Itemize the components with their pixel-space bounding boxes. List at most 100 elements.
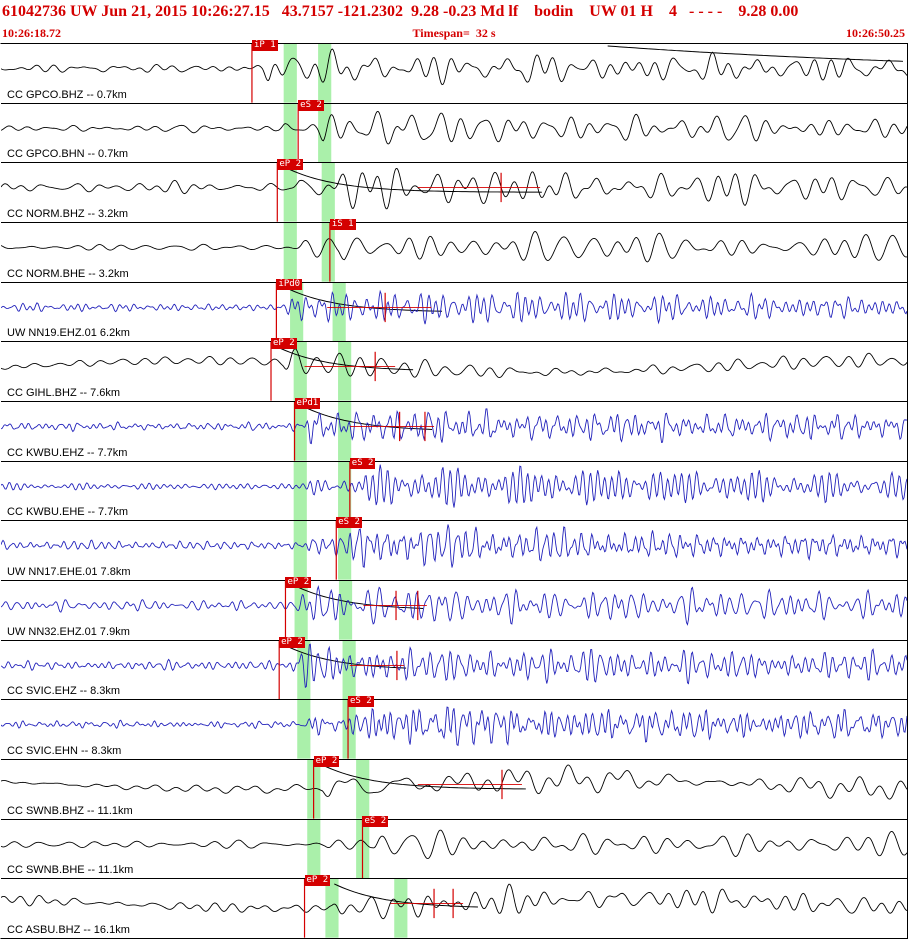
trace-row[interactable]: eP 2 CC GIHL.BHZ -- 7.6km — [1, 338, 907, 403]
pick-flag[interactable]: eP 2 — [279, 636, 305, 648]
station-label: CC ASBU.BHZ -- 16.1km — [7, 924, 130, 937]
station-label: CC KWBU.EHE -- 7.7km — [7, 506, 129, 519]
pick-flag[interactable]: eS 2 — [347, 696, 374, 708]
waveform-canvas[interactable] — [1, 879, 907, 939]
station-label: CC NORM.BHE -- 3.2km — [7, 267, 129, 280]
pick-flag[interactable]: eP 2 — [285, 577, 312, 589]
trace-row[interactable]: ePd1 CC KWBU.EHZ -- 7.7km — [1, 398, 907, 462]
phase-window-band — [283, 223, 297, 282]
window-end-time: 10:26:50.25 — [846, 26, 905, 40]
phase-window-band — [293, 402, 307, 461]
trace-row[interactable]: eP 2 CC SVIC.EHZ -- 8.3km — [1, 636, 907, 701]
coda-decay-curve — [322, 764, 526, 790]
trace-row[interactable]: eS 2 CC GPCO.BHN -- 0.7km — [1, 99, 907, 164]
coda-decay-curve — [607, 45, 904, 62]
phase-window-band — [321, 223, 335, 282]
phase-window-band — [318, 44, 332, 103]
waveform-canvas[interactable] — [1, 342, 907, 402]
trace-row[interactable]: eP 2 CC ASBU.BHZ -- 16.1km — [1, 875, 907, 939]
timespan-label: Timespan= 32 s — [412, 26, 496, 40]
event-header: 61042736 UW Jun 21, 2015 10:26:27.15 43.… — [0, 0, 908, 43]
waveform-canvas[interactable] — [1, 461, 907, 521]
waveform-canvas[interactable] — [1, 282, 907, 342]
seismogram-trace — [1, 48, 907, 86]
phase-window-band — [293, 521, 307, 581]
coda-decay-curve — [334, 883, 478, 908]
station-label: CC SWNB.BHE -- 11.1km — [7, 864, 134, 877]
pick-flag[interactable]: iP 1 — [251, 40, 278, 51]
seismogram-trace — [1, 408, 907, 445]
seismogram-trace — [1, 231, 907, 263]
trace-row[interactable]: iS 1 CC NORM.BHE -- 3.2km — [1, 219, 907, 283]
phase-window-band — [338, 461, 352, 521]
phase-window-band — [325, 879, 339, 939]
phase-window-band — [293, 342, 307, 402]
waveform-canvas[interactable] — [1, 521, 907, 581]
waveform-canvas[interactable] — [1, 700, 907, 760]
trace-row[interactable]: eP 2 CC SWNB.BHZ -- 11.1km — [1, 756, 907, 820]
waveform-canvas[interactable] — [1, 223, 907, 282]
phase-window-band — [307, 819, 321, 879]
phase-window-band — [294, 581, 308, 640]
phase-window-band — [338, 342, 352, 402]
pick-flag[interactable]: iS 1 — [329, 219, 356, 231]
pick-flag[interactable]: eP 2 — [304, 875, 331, 887]
phase-window-band — [290, 282, 304, 342]
pick-flag[interactable]: iPd0 — [276, 278, 303, 290]
station-label: CC SVIC.EHN -- 8.3km — [7, 745, 122, 758]
pick-flag[interactable]: eP 2 — [313, 756, 340, 768]
seismogram-trace — [1, 110, 907, 145]
time-axis-row: 10:26:18.72 Timespan= 32 s 10:26:50.25 — [0, 24, 908, 43]
coda-decay-curve — [286, 167, 542, 194]
station-label: CC NORM.BHZ -- 3.2km — [7, 208, 128, 221]
seismogram-trace — [1, 884, 907, 920]
seismogram-trace — [1, 829, 907, 859]
waveform-canvas[interactable] — [1, 402, 907, 461]
trace-row[interactable]: eS 2 UW NN17.EHE.01 7.8km — [1, 517, 907, 582]
waveform-canvas[interactable] — [1, 103, 907, 163]
trace-row[interactable]: eS 2 CC SWNB.BHE -- 11.1km — [1, 815, 907, 880]
phase-window-band — [321, 163, 335, 223]
seismogram-trace — [1, 706, 907, 747]
phase-window-band — [283, 103, 297, 163]
trace-row[interactable]: iPd0 UW NN19.EHZ.01 6.2km — [1, 278, 907, 343]
event-summary-line: 61042736 UW Jun 21, 2015 10:26:27.15 43.… — [2, 3, 799, 20]
waveform-canvas[interactable] — [1, 44, 907, 103]
pick-flag[interactable]: eS 2 — [349, 457, 376, 469]
trace-row[interactable]: eS 2 CC SVIC.EHN -- 8.3km — [1, 696, 907, 761]
trace-row[interactable]: eP 2 UW NN32.EHZ.01 7.9km — [1, 577, 907, 641]
pick-flag[interactable]: eS 2 — [362, 815, 389, 827]
pick-flag[interactable]: ePd1 — [294, 398, 321, 410]
pick-flag[interactable]: eS 2 — [336, 517, 362, 529]
phase-window-band — [338, 402, 352, 461]
waveform-canvas[interactable] — [1, 760, 907, 819]
station-label: CC GPCO.BHZ -- 0.7km — [7, 88, 127, 101]
waveform-canvas[interactable] — [1, 819, 907, 879]
phase-window-band — [283, 44, 297, 103]
station-label: CC GPCO.BHN -- 0.7km — [7, 148, 129, 161]
pick-flag[interactable]: eS 2 — [298, 99, 324, 111]
phase-window-band — [332, 282, 346, 342]
pick-flag[interactable]: eP 2 — [270, 338, 297, 350]
trace-row[interactable]: eS 2 CC KWBU.EHE -- 7.7km — [1, 457, 907, 522]
seismogram-trace — [1, 464, 907, 508]
station-label: UW NN32.EHZ.01 7.9km — [7, 625, 130, 638]
station-label: CC SWNB.BHZ -- 11.1km — [7, 804, 133, 817]
phase-window-band — [318, 103, 332, 163]
trace-row[interactable]: iP 1 CC GPCO.BHZ -- 0.7km — [1, 40, 907, 104]
station-label: CC SVIC.EHZ -- 8.3km — [7, 685, 121, 698]
phase-window-band — [293, 461, 307, 521]
window-start-time: 10:26:18.72 — [2, 26, 61, 40]
station-label: UW NN19.EHZ.01 6.2km — [7, 327, 130, 340]
waveform-canvas[interactable] — [1, 640, 907, 700]
phase-window-band — [297, 700, 311, 760]
trace-row[interactable]: eP 2 CC NORM.BHZ -- 3.2km — [1, 159, 907, 224]
waveform-canvas[interactable] — [1, 581, 907, 640]
waveform-canvas[interactable] — [1, 163, 907, 223]
phase-window-band — [338, 521, 352, 581]
seismogram-trace — [1, 524, 907, 569]
station-label: CC GIHL.BHZ -- 7.6km — [7, 387, 121, 400]
seismogram-trace — [1, 585, 907, 626]
pick-flag[interactable]: eP 2 — [277, 159, 304, 171]
trace-area: iP 1 CC GPCO.BHZ -- 0.7km eS 2 CC GPCO.BHN … — [0, 40, 908, 939]
